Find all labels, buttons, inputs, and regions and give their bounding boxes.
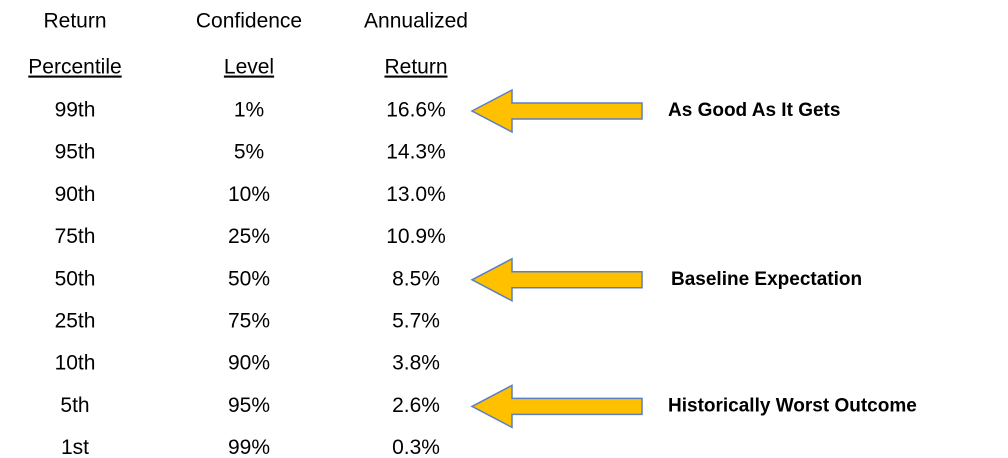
table-cell: 75% [228,310,270,333]
table-cell: 5th [60,394,89,417]
arrow [470,257,643,303]
table-cell: 13.0% [386,183,446,206]
table-cell: 95% [228,394,270,417]
column-header: Return [43,10,106,33]
table-cell: 1st [61,436,89,458]
table-cell: 75th [55,225,96,248]
table-cell: 50% [228,267,270,290]
table-cell: 5.7% [392,310,440,333]
table-cell: 10.9% [386,225,446,248]
table-cell: 99th [55,99,96,122]
table-cell: 16.6% [386,99,446,122]
annotation-label: Historically Worst Outcome [668,395,917,416]
table-cell: 50th [55,267,96,290]
table-cell: 3.8% [392,352,440,375]
arrow [470,88,643,134]
column-header: Annualized [364,10,468,33]
table-cell: 10% [228,183,270,206]
column-header: Return [384,56,447,79]
table-cell: 0.3% [392,436,440,458]
table-cell: 10th [55,352,96,375]
column-header: Confidence [196,10,302,33]
table-cell: 14.3% [386,141,446,164]
annotation-label: As Good As It Gets [668,100,840,121]
table-cell: 90% [228,352,270,375]
table-cell: 95th [55,141,96,164]
table-cell: 25% [228,225,270,248]
column-header: Level [224,56,274,79]
table-cell: 8.5% [392,267,440,290]
table-cell: 2.6% [392,394,440,417]
annotation-label: Baseline Expectation [671,269,862,290]
table-cell: 1% [234,99,264,122]
table-cell: 5% [234,141,264,164]
column-header: Percentile [28,56,121,79]
table-cell: 90th [55,183,96,206]
table-cell: 99% [228,436,270,458]
table-cell: 25th [55,310,96,333]
arrow [470,384,643,429]
